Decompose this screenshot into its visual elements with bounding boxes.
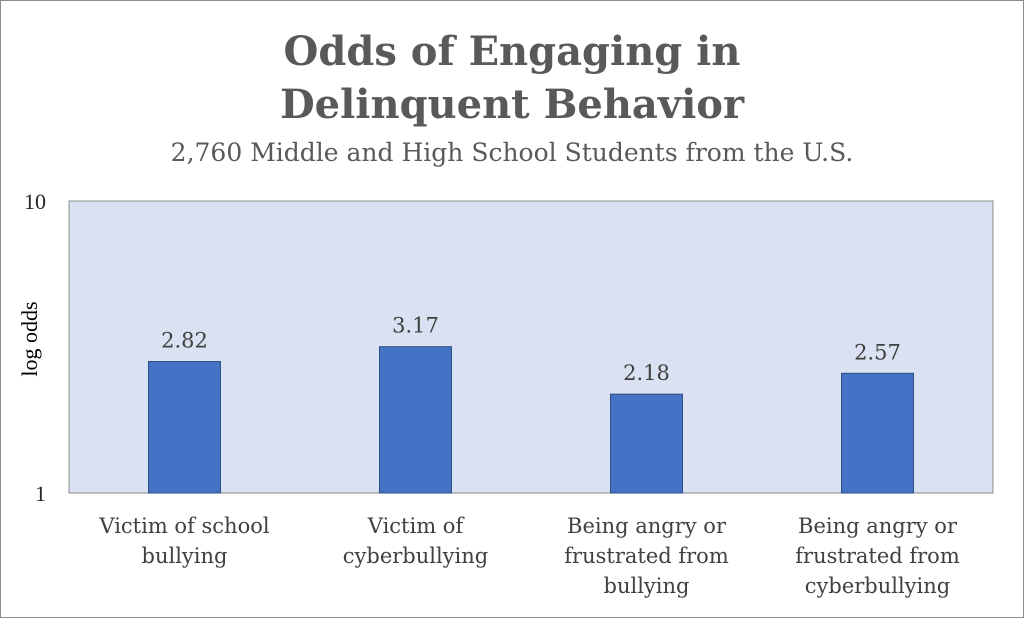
category-label: Being angry or — [567, 514, 727, 538]
chart-title-line-2: Delinquent Behavior — [280, 81, 745, 128]
plot-area — [68, 200, 994, 494]
category-label: frustrated from — [564, 544, 729, 568]
bar-value-label: 2.18 — [623, 361, 670, 385]
y-tick-label: 1 — [35, 481, 46, 506]
value-labels-group: 2.82 3.17 2.18 2.57 — [161, 314, 901, 385]
bar — [379, 346, 452, 494]
category-labels-group: Victim of school bullying Victim of cyberbu… — [98, 514, 959, 598]
y-axis-ticks: 1 10 — [24, 189, 46, 506]
category-label: Victim of — [367, 514, 466, 538]
category-label: cyberbullying — [805, 574, 950, 598]
bar — [148, 361, 221, 494]
chart-subtitle: 2,760 Middle and High School Students fr… — [171, 138, 854, 167]
chart-title-line-1: Odds of Engaging in — [284, 28, 741, 75]
y-axis-label: log odds — [17, 301, 42, 376]
bar-value-label: 2.82 — [161, 329, 208, 353]
bar — [841, 372, 914, 494]
category-label: frustrated from — [795, 544, 960, 568]
bar-value-label: 2.57 — [854, 340, 901, 364]
category-label: Being angry or — [798, 514, 958, 538]
category-label: Victim of school — [98, 514, 269, 538]
y-tick-label: 10 — [24, 189, 46, 214]
bar-value-label: 3.17 — [392, 314, 439, 338]
bar — [610, 393, 683, 494]
category-label: bullying — [142, 544, 228, 568]
bars-group — [148, 346, 914, 494]
category-label: bullying — [604, 574, 690, 598]
category-label: cyberbullying — [343, 544, 488, 568]
